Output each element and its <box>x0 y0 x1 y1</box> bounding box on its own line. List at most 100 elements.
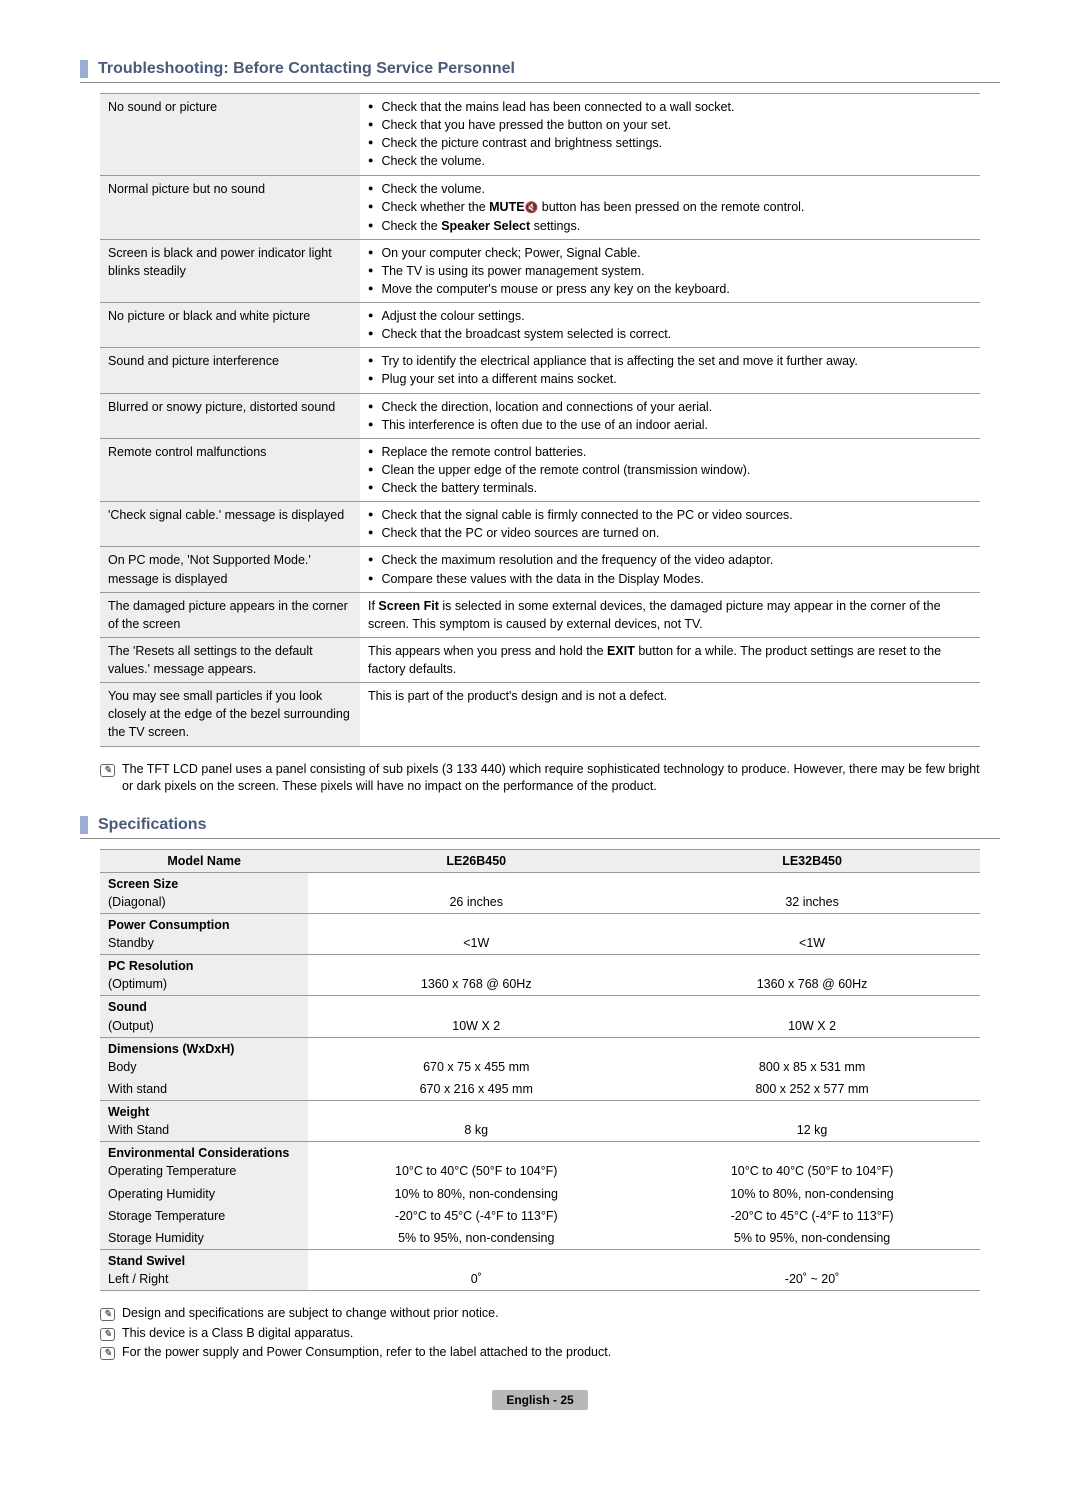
spec-value: <1W <box>308 913 644 954</box>
spec-value: 8 kg <box>308 1101 644 1142</box>
solution-item: Check the direction, location and connec… <box>368 398 972 416</box>
solution-item: This interference is often due to the us… <box>368 416 972 434</box>
spec-label: Stand SwivelLeft / Right <box>100 1249 308 1290</box>
trouble-issue: 'Check signal cable.' message is display… <box>100 502 360 547</box>
spec-value: 10W X 2 <box>644 996 980 1037</box>
spec-value: 800 x 85 x 531 mm <box>644 1037 980 1078</box>
spec-label: Dimensions (WxDxH)Body <box>100 1037 308 1078</box>
note-text: The TFT LCD panel uses a panel consistin… <box>122 761 980 796</box>
troubleshooting-note: ✎ The TFT LCD panel uses a panel consist… <box>100 761 980 796</box>
solution-item: On your computer check; Power, Signal Ca… <box>368 244 972 262</box>
trouble-issue: On PC mode, 'Not Supported Mode.' messag… <box>100 547 360 592</box>
spec-label: With stand <box>100 1078 308 1101</box>
spec-label: Power ConsumptionStandby <box>100 913 308 954</box>
specifications-heading: Specifications <box>80 816 1000 839</box>
solution-item: Check that you have pressed the button o… <box>368 116 972 134</box>
solution-item: Check the volume. <box>368 180 972 198</box>
solution-item: Replace the remote control batteries. <box>368 443 972 461</box>
solution-item: Clean the upper edge of the remote contr… <box>368 461 972 479</box>
spec-value: -20˚ ~ 20˚ <box>644 1249 980 1290</box>
solution-item: Check the battery terminals. <box>368 479 972 497</box>
trouble-solution: Check that the signal cable is firmly co… <box>360 502 980 547</box>
trouble-issue: Blurred or snowy picture, distorted soun… <box>100 393 360 438</box>
spec-value: 10W X 2 <box>308 996 644 1037</box>
note-icon: ✎ <box>100 1325 122 1343</box>
trouble-solution: On your computer check; Power, Signal Ca… <box>360 239 980 302</box>
footer-text: English - 25 <box>492 1390 587 1410</box>
note-icon: ✎ <box>100 1305 122 1323</box>
note-text: For the power supply and Power Consumpti… <box>122 1344 611 1362</box>
trouble-solution: Try to identify the electrical appliance… <box>360 348 980 393</box>
spec-value: 5% to 95%, non-condensing <box>308 1227 644 1250</box>
solution-item: Check that the signal cable is firmly co… <box>368 506 972 524</box>
note-icon: ✎ <box>100 1344 122 1362</box>
spec-value: 26 inches <box>308 872 644 913</box>
trouble-solution: Check the maximum resolution and the fre… <box>360 547 980 592</box>
troubleshooting-table: No sound or picture Check that the mains … <box>100 93 980 747</box>
spec-value: 32 inches <box>644 872 980 913</box>
spec-note: ✎Design and specifications are subject t… <box>100 1305 980 1323</box>
spec-value: 0˚ <box>308 1249 644 1290</box>
solution-item: Check that the mains lead has been conne… <box>368 98 972 116</box>
trouble-solution: This appears when you press and hold the… <box>360 637 980 682</box>
spec-value: <1W <box>644 913 980 954</box>
solution-item: Check the maximum resolution and the fre… <box>368 551 972 569</box>
spec-value: 5% to 95%, non-condensing <box>644 1227 980 1250</box>
trouble-solution: This is part of the product's design and… <box>360 683 980 746</box>
solution-item: The TV is using its power management sys… <box>368 262 972 280</box>
page-footer: English - 25 <box>80 1392 1000 1407</box>
heading-bar <box>80 816 88 834</box>
heading-bar <box>80 60 88 78</box>
trouble-issue: The 'Resets all settings to the default … <box>100 637 360 682</box>
spec-label: Storage Humidity <box>100 1227 308 1250</box>
spec-value: -20°C to 45°C (-4°F to 113°F) <box>644 1205 980 1227</box>
spec-value: 10% to 80%, non-condensing <box>644 1183 980 1205</box>
solution-item: Move the computer's mouse or press any k… <box>368 280 972 298</box>
trouble-issue: Normal picture but no sound <box>100 175 360 239</box>
note-text: Design and specifications are subject to… <box>122 1305 499 1323</box>
trouble-solution: Check the direction, location and connec… <box>360 393 980 438</box>
trouble-issue: The damaged picture appears in the corne… <box>100 592 360 637</box>
trouble-issue: Remote control malfunctions <box>100 438 360 501</box>
spec-note: ✎This device is a Class B digital appara… <box>100 1325 980 1343</box>
trouble-issue: No picture or black and white picture <box>100 303 360 348</box>
solution-item: Check the picture contrast and brightnes… <box>368 134 972 152</box>
solution-item: Plug your set into a different mains soc… <box>368 370 972 388</box>
specifications-table: Model Name LE26B450 LE32B450 Screen Size… <box>100 849 980 1292</box>
spec-label: Operating Humidity <box>100 1183 308 1205</box>
spec-value: 670 x 75 x 455 mm <box>308 1037 644 1078</box>
spec-note: ✎For the power supply and Power Consumpt… <box>100 1344 980 1362</box>
note-text: This device is a Class B digital apparat… <box>122 1325 353 1343</box>
spec-value: 12 kg <box>644 1101 980 1142</box>
trouble-issue: You may see small particles if you look … <box>100 683 360 746</box>
solution-item: Try to identify the electrical appliance… <box>368 352 972 370</box>
heading-title: Specifications <box>98 816 206 834</box>
trouble-solution: Adjust the colour settings.Check that th… <box>360 303 980 348</box>
spec-value: 10°C to 40°C (50°F to 104°F) <box>308 1142 644 1183</box>
solution-item: Check that the broadcast system selected… <box>368 325 972 343</box>
spec-label: Environmental ConsiderationsOperating Te… <box>100 1142 308 1183</box>
solution-item: Compare these values with the data in th… <box>368 570 972 588</box>
spec-header-model1: LE26B450 <box>308 849 644 872</box>
spec-label: Storage Temperature <box>100 1205 308 1227</box>
spec-label: WeightWith Stand <box>100 1101 308 1142</box>
trouble-issue: Screen is black and power indicator ligh… <box>100 239 360 302</box>
trouble-solution: Check the volume.Check whether the MUTE🔇… <box>360 175 980 239</box>
spec-value: -20°C to 45°C (-4°F to 113°F) <box>308 1205 644 1227</box>
trouble-issue: No sound or picture <box>100 94 360 176</box>
spec-value: 670 x 216 x 495 mm <box>308 1078 644 1101</box>
note-icon: ✎ <box>100 761 122 796</box>
solution-item: Check the Speaker Select settings. <box>368 217 972 235</box>
spec-value: 10°C to 40°C (50°F to 104°F) <box>644 1142 980 1183</box>
spec-value: 800 x 252 x 577 mm <box>644 1078 980 1101</box>
heading-title: Troubleshooting: Before Contacting Servi… <box>98 60 515 78</box>
trouble-issue: Sound and picture interference <box>100 348 360 393</box>
trouble-solution: If Screen Fit is selected in some extern… <box>360 592 980 637</box>
spec-label: Screen Size(Diagonal) <box>100 872 308 913</box>
spec-value: 1360 x 768 @ 60Hz <box>308 955 644 996</box>
solution-item: Check whether the MUTE🔇 button has been … <box>368 198 972 217</box>
spec-label: PC Resolution(Optimum) <box>100 955 308 996</box>
solution-item: Check that the PC or video sources are t… <box>368 524 972 542</box>
spec-label: Sound(Output) <box>100 996 308 1037</box>
spec-value: 1360 x 768 @ 60Hz <box>644 955 980 996</box>
